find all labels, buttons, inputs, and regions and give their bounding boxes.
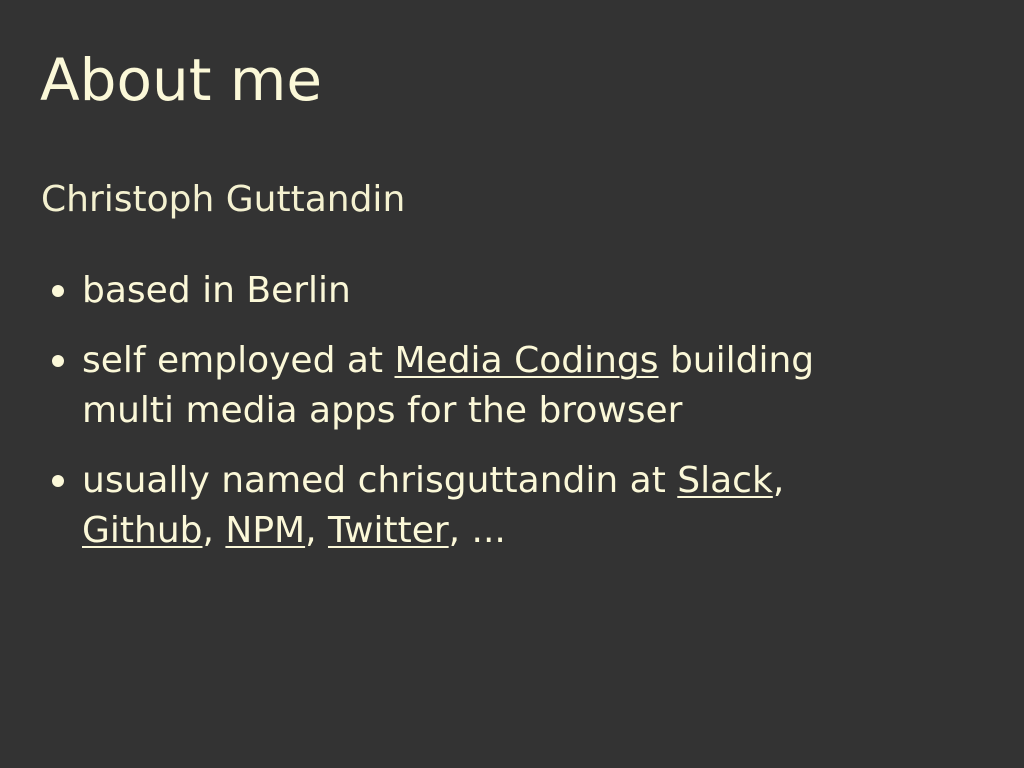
media-codings-link[interactable]: Media Codings [394, 340, 659, 381]
bullet-handles: usually named chrisguttandin at Slack, G… [48, 456, 948, 556]
separator-comma: , [772, 460, 785, 501]
separator-comma: , [305, 510, 328, 551]
bullet-suffix-text: building [658, 340, 815, 381]
bullet-list: based in Berlin self employed at Media C… [48, 266, 948, 576]
twitter-link[interactable]: Twitter [327, 510, 449, 551]
github-link[interactable]: Github [82, 510, 203, 551]
bullet-dot-icon [52, 475, 64, 487]
npm-link[interactable]: NPM [225, 510, 306, 551]
slide-title: About me [40, 46, 323, 114]
bullet-prefix-text: usually named chrisguttandin at [82, 460, 678, 501]
bullet-location: based in Berlin [48, 266, 948, 316]
bullet-prefix-text: self employed at [82, 340, 395, 381]
bullet-text: based in Berlin [82, 270, 351, 311]
bullet-second-line-text: multi media apps for the browser [82, 390, 683, 431]
bullet-dot-icon [52, 355, 64, 367]
bullet-employment: self employed at Media Codings building … [48, 336, 948, 436]
separator-comma: , [202, 510, 226, 551]
bullet-dot-icon [52, 285, 64, 297]
speaker-name: Christoph Guttandin [41, 179, 406, 220]
separator-ellipsis: , ... [448, 510, 506, 551]
slack-link[interactable]: Slack [677, 460, 773, 501]
